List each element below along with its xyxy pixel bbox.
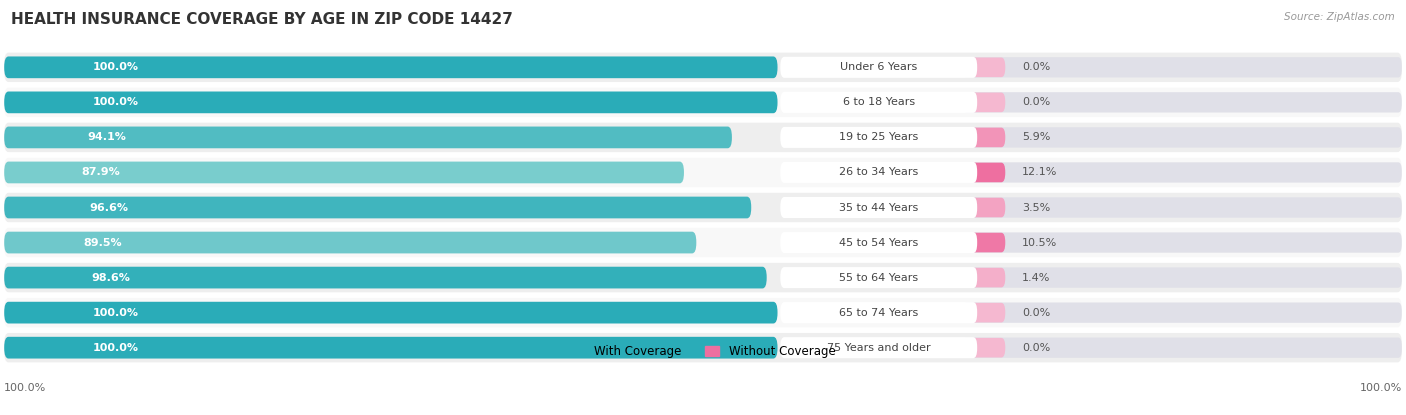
Text: 100.0%: 100.0% <box>93 98 139 107</box>
FancyBboxPatch shape <box>780 57 977 78</box>
Text: 1.4%: 1.4% <box>1022 273 1050 283</box>
FancyBboxPatch shape <box>4 333 1402 362</box>
Text: 75 Years and older: 75 Years and older <box>827 343 931 353</box>
FancyBboxPatch shape <box>780 197 977 218</box>
FancyBboxPatch shape <box>963 267 1402 288</box>
Text: 26 to 34 Years: 26 to 34 Years <box>839 168 918 178</box>
FancyBboxPatch shape <box>780 337 977 358</box>
Text: 12.1%: 12.1% <box>1022 168 1057 178</box>
Text: 89.5%: 89.5% <box>83 237 122 247</box>
FancyBboxPatch shape <box>970 58 1005 77</box>
FancyBboxPatch shape <box>780 302 977 323</box>
FancyBboxPatch shape <box>963 162 1402 183</box>
Legend: With Coverage, Without Coverage: With Coverage, Without Coverage <box>565 340 841 362</box>
Text: 94.1%: 94.1% <box>87 132 127 142</box>
FancyBboxPatch shape <box>780 162 977 183</box>
FancyBboxPatch shape <box>970 338 1005 357</box>
Text: HEALTH INSURANCE COVERAGE BY AGE IN ZIP CODE 14427: HEALTH INSURANCE COVERAGE BY AGE IN ZIP … <box>11 12 513 27</box>
FancyBboxPatch shape <box>970 127 1005 147</box>
FancyBboxPatch shape <box>780 232 977 253</box>
FancyBboxPatch shape <box>970 303 1005 322</box>
Text: 19 to 25 Years: 19 to 25 Years <box>839 132 918 142</box>
Text: 65 to 74 Years: 65 to 74 Years <box>839 308 918 317</box>
FancyBboxPatch shape <box>780 92 977 113</box>
FancyBboxPatch shape <box>4 197 751 218</box>
FancyBboxPatch shape <box>970 163 1005 182</box>
FancyBboxPatch shape <box>970 268 1005 288</box>
FancyBboxPatch shape <box>4 91 778 113</box>
FancyBboxPatch shape <box>4 228 1402 257</box>
Text: 98.6%: 98.6% <box>91 273 131 283</box>
FancyBboxPatch shape <box>4 263 1402 292</box>
FancyBboxPatch shape <box>970 233 1005 252</box>
FancyBboxPatch shape <box>4 88 1402 117</box>
FancyBboxPatch shape <box>970 93 1005 112</box>
FancyBboxPatch shape <box>780 267 977 288</box>
Text: Source: ZipAtlas.com: Source: ZipAtlas.com <box>1284 12 1395 22</box>
Text: 100.0%: 100.0% <box>93 62 139 72</box>
FancyBboxPatch shape <box>4 267 766 288</box>
FancyBboxPatch shape <box>963 92 1402 112</box>
FancyBboxPatch shape <box>963 232 1402 253</box>
Text: 100.0%: 100.0% <box>1360 383 1402 393</box>
FancyBboxPatch shape <box>4 302 778 324</box>
Text: 100.0%: 100.0% <box>93 343 139 353</box>
FancyBboxPatch shape <box>963 57 1402 78</box>
FancyBboxPatch shape <box>4 193 1402 222</box>
FancyBboxPatch shape <box>4 127 733 148</box>
Text: 100.0%: 100.0% <box>93 308 139 317</box>
FancyBboxPatch shape <box>963 198 1402 217</box>
Text: 55 to 64 Years: 55 to 64 Years <box>839 273 918 283</box>
Text: 87.9%: 87.9% <box>82 168 121 178</box>
Text: 0.0%: 0.0% <box>1022 308 1050 317</box>
FancyBboxPatch shape <box>963 127 1402 148</box>
Text: 0.0%: 0.0% <box>1022 343 1050 353</box>
FancyBboxPatch shape <box>4 123 1402 152</box>
FancyBboxPatch shape <box>4 337 778 359</box>
Text: 35 to 44 Years: 35 to 44 Years <box>839 203 918 212</box>
Text: 5.9%: 5.9% <box>1022 132 1050 142</box>
Text: 96.6%: 96.6% <box>90 203 128 212</box>
FancyBboxPatch shape <box>4 56 778 78</box>
FancyBboxPatch shape <box>4 53 1402 82</box>
Text: 0.0%: 0.0% <box>1022 62 1050 72</box>
FancyBboxPatch shape <box>4 161 683 183</box>
Text: 6 to 18 Years: 6 to 18 Years <box>842 98 915 107</box>
FancyBboxPatch shape <box>970 198 1005 217</box>
Text: 0.0%: 0.0% <box>1022 98 1050 107</box>
Text: Under 6 Years: Under 6 Years <box>841 62 917 72</box>
FancyBboxPatch shape <box>4 298 1402 327</box>
FancyBboxPatch shape <box>963 337 1402 358</box>
FancyBboxPatch shape <box>780 127 977 148</box>
Text: 100.0%: 100.0% <box>4 383 46 393</box>
FancyBboxPatch shape <box>4 158 1402 187</box>
Text: 3.5%: 3.5% <box>1022 203 1050 212</box>
Text: 10.5%: 10.5% <box>1022 237 1057 247</box>
FancyBboxPatch shape <box>963 303 1402 323</box>
Text: 45 to 54 Years: 45 to 54 Years <box>839 237 918 247</box>
FancyBboxPatch shape <box>4 232 696 254</box>
